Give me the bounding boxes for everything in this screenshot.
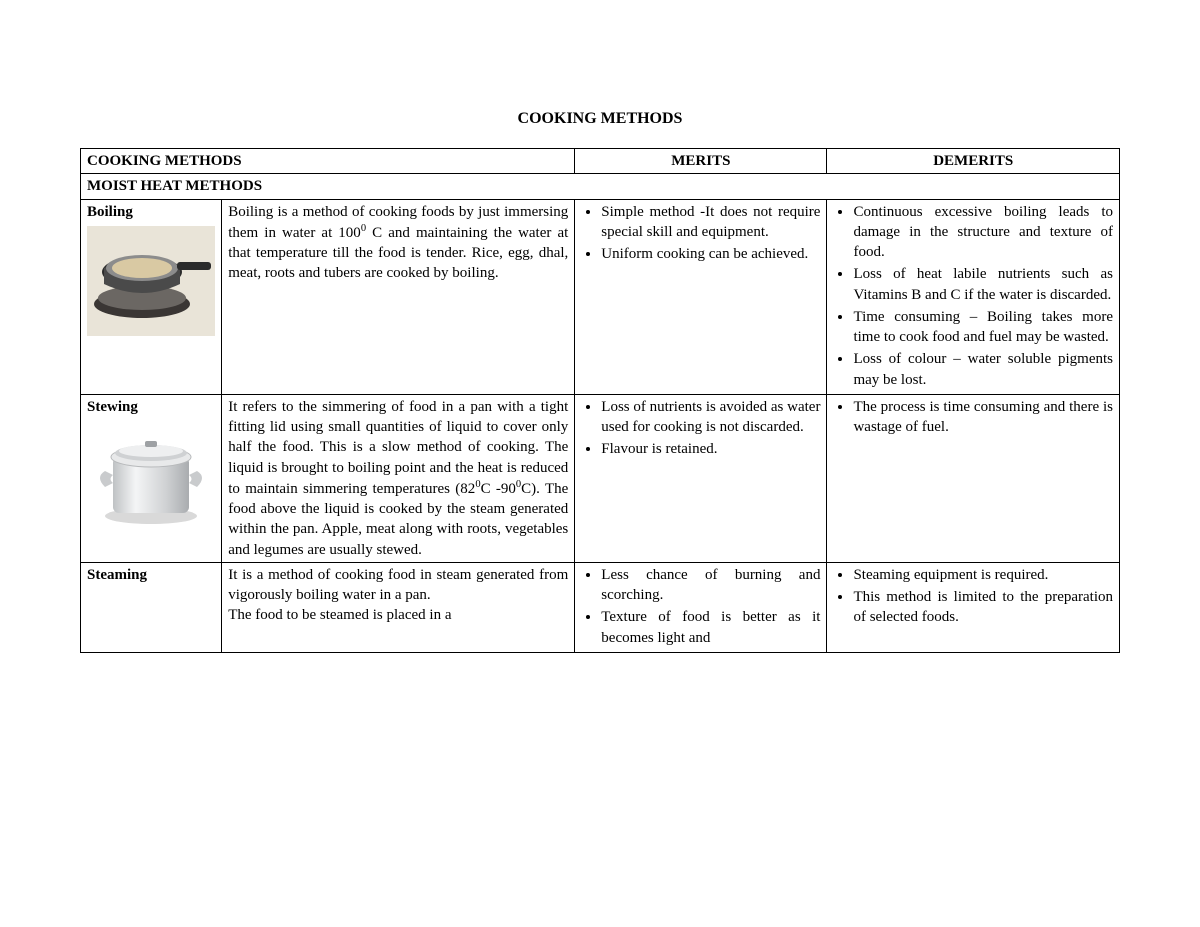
merits-cell: Less chance of burning and scorching.Tex… — [575, 562, 827, 652]
merit-item: Uniform cooking can be achieved. — [601, 244, 820, 264]
merits-cell: Loss of nutrients is avoided as water us… — [575, 394, 827, 562]
table-row: Stewing It refers to the simmering of foo… — [81, 394, 1120, 562]
demerit-item: Loss of heat labile nutrients such as Vi… — [853, 264, 1113, 305]
demerit-item: Steaming equipment is required. — [853, 565, 1113, 585]
method-description: Boiling is a method of cooking foods by … — [222, 199, 575, 394]
method-image — [87, 226, 215, 336]
pan-on-stove-icon — [87, 226, 215, 336]
method-name-cell: Boiling — [81, 199, 222, 394]
col-header-methods: COOKING METHODS — [81, 149, 575, 174]
table-row: Boiling Boiling is a method of cooking fo… — [81, 199, 1120, 394]
col-header-merits: MERITS — [575, 149, 827, 174]
demerit-item: Loss of colour – water soluble pigments … — [853, 349, 1113, 390]
merit-item: Loss of nutrients is avoided as water us… — [601, 397, 820, 438]
method-name: Boiling — [87, 202, 215, 222]
merits-cell: Simple method -It does not require speci… — [575, 199, 827, 394]
method-name: Stewing — [87, 397, 215, 417]
demerit-item: Time consuming – Boiling takes more time… — [853, 307, 1113, 348]
cooking-methods-table: COOKING METHODS MERITS DEMERITS MOIST HE… — [80, 148, 1120, 653]
demerits-cell: Steaming equipment is required.This meth… — [827, 562, 1120, 652]
merit-item: Simple method -It does not require speci… — [601, 202, 820, 243]
section-header: MOIST HEAT METHODS — [81, 174, 1120, 199]
method-name-cell: Steaming — [81, 562, 222, 652]
stock-pot-icon — [87, 421, 215, 531]
demerit-item: Continuous excessive boiling leads to da… — [853, 202, 1113, 263]
table-row: Steaming It is a method of cooking food i… — [81, 562, 1120, 652]
method-image — [87, 421, 215, 531]
merit-item: Texture of food is better as it becomes … — [601, 607, 820, 648]
section-header-row: MOIST HEAT METHODS — [81, 174, 1120, 199]
table-header-row: COOKING METHODS MERITS DEMERITS — [81, 149, 1120, 174]
page-title: COOKING METHODS — [80, 110, 1120, 128]
method-description: It is a method of cooking food in steam … — [222, 562, 575, 652]
merit-item: Flavour is retained. — [601, 439, 820, 459]
method-name: Steaming — [87, 565, 215, 585]
demerits-cell: The process is time consuming and there … — [827, 394, 1120, 562]
demerit-item: The process is time consuming and there … — [853, 397, 1113, 438]
method-description: It refers to the simmering of food in a … — [222, 394, 575, 562]
demerit-item: This method is limited to the preparatio… — [853, 587, 1113, 628]
demerits-cell: Continuous excessive boiling leads to da… — [827, 199, 1120, 394]
merit-item: Less chance of burning and scorching. — [601, 565, 820, 606]
method-name-cell: Stewing — [81, 394, 222, 562]
col-header-demerits: DEMERITS — [827, 149, 1120, 174]
